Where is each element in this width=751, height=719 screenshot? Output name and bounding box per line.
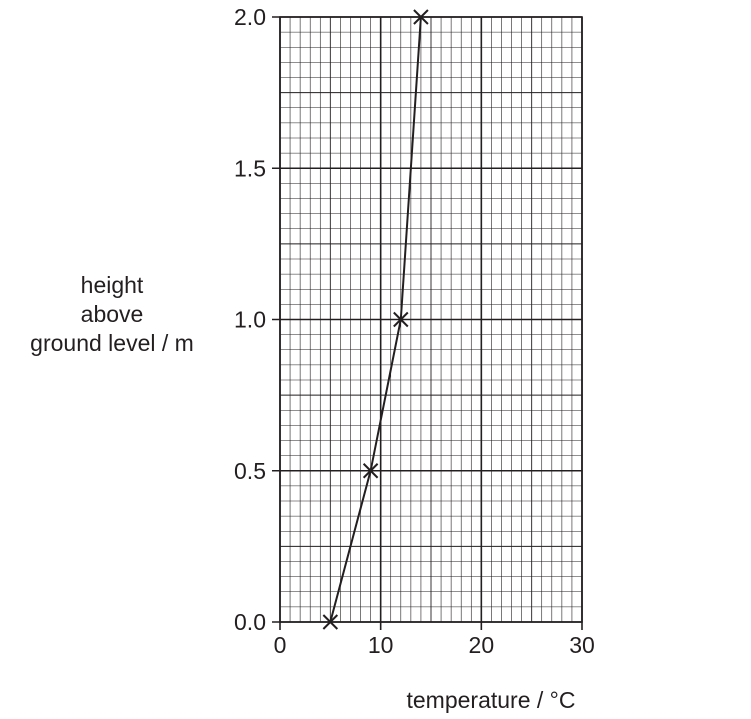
y-axis-title-line: height — [81, 272, 144, 298]
x-tick-label: 10 — [368, 632, 394, 658]
data-markers — [322, 9, 429, 630]
cross-stroke — [413, 9, 429, 25]
data-point-marker — [413, 9, 429, 25]
x-tick-label: 0 — [274, 632, 287, 658]
y-tick-labels: 0.0 0.5 1.0 1.5 2.0 — [234, 4, 266, 635]
data-point-marker — [322, 614, 339, 630]
y-tick-label: 1.5 — [234, 155, 266, 181]
cross-stroke — [362, 463, 379, 479]
x-tick-label: 30 — [569, 632, 595, 658]
data-point-marker — [362, 463, 379, 479]
x-tick-labels: 0 10 20 30 — [274, 632, 595, 658]
cross-stroke — [393, 311, 409, 328]
y-axis-title: height above ground level / m — [30, 272, 194, 356]
x-axis-title: temperature / °C — [407, 687, 576, 713]
y-tick-label: 0.0 — [234, 609, 266, 635]
y-axis-title-line: ground level / m — [30, 330, 194, 356]
data-point-marker — [393, 311, 409, 328]
y-tick-label: 2.0 — [234, 4, 266, 30]
y-tick-label: 0.5 — [234, 458, 266, 484]
cross-stroke — [322, 614, 339, 630]
y-axis-title-line: above — [81, 301, 144, 327]
plot-frame — [279, 16, 583, 623]
data-line — [329, 16, 422, 623]
grid-major — [272, 16, 583, 630]
y-tick-label: 1.0 — [234, 307, 266, 333]
x-tick-label: 20 — [469, 632, 495, 658]
